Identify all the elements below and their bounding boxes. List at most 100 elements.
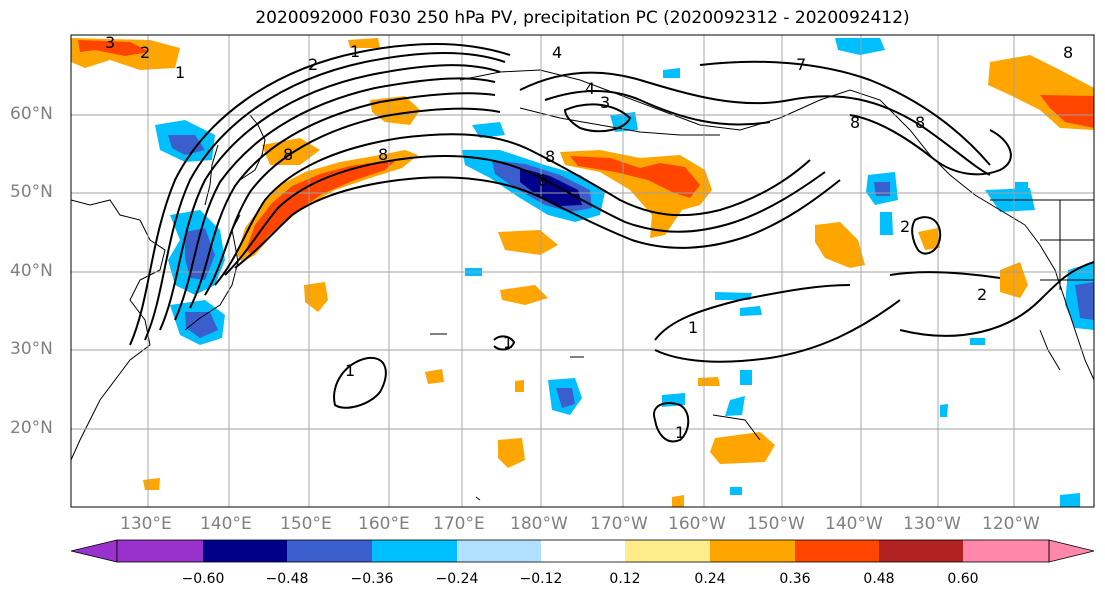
islands (430, 333, 761, 501)
colorbar-tick: 0.36 (779, 571, 811, 587)
map-frame (70, 34, 1095, 508)
pv-contour (129, 43, 511, 346)
precip-negative-small (1060, 493, 1080, 507)
chart-title: 2020092000 F030 250 hPa PV, precipitatio… (255, 8, 910, 28)
map-plot-area (71, 35, 1094, 507)
pv-contour (224, 155, 826, 276)
lon-label: 120°W (982, 514, 1040, 534)
pv-contours (129, 43, 1094, 443)
precip-positive-small (500, 285, 548, 305)
contour-label: 1 (345, 361, 355, 380)
precip-positive-ne-core (1040, 95, 1094, 128)
positive-precip-shading (71, 38, 1094, 507)
colorbar-bin (203, 540, 287, 562)
colorbar-tick: −0.12 (519, 571, 563, 587)
colorbar-extend-min (70, 539, 118, 563)
colorbar-frame (116, 539, 1050, 563)
lat-label: 60°N (10, 104, 53, 124)
pv-contour (333, 356, 387, 409)
coastline-aleutians (519, 107, 720, 136)
pv-contour (654, 299, 901, 363)
contour-label: 3 (600, 93, 610, 112)
contour-label: 8 (378, 145, 388, 164)
lon-label: 160°W (668, 514, 726, 534)
contour-label: 8 (1063, 43, 1073, 62)
colorbar-tick: −0.48 (265, 571, 309, 587)
precip-positive-small (918, 228, 940, 250)
contour-label: 4 (585, 79, 595, 98)
colorbar (70, 539, 1095, 563)
precip-positive-small (672, 495, 684, 507)
island (475, 496, 481, 501)
colorbar-tick: −0.60 (181, 571, 225, 587)
colorbar-tick: −0.36 (350, 571, 394, 587)
lon-label: 150°W (747, 514, 805, 534)
pv-contour (174, 77, 496, 321)
precip-positive-small (698, 377, 720, 386)
colorbar-tick: −0.24 (435, 571, 479, 587)
precip-negative-small-core (556, 388, 575, 408)
pv-contour (189, 92, 496, 309)
lon-label: 170°E (433, 514, 485, 534)
coastline-north-america (1024, 224, 1094, 381)
colorbar-bin (963, 540, 1049, 562)
precip-positive-small (515, 380, 524, 392)
lon-label: 170°W (590, 514, 648, 534)
colorbar-bin (372, 540, 457, 562)
lat-label: 40°N (10, 261, 53, 281)
precip-negative-nw-core (168, 135, 205, 155)
pv-contour (204, 107, 501, 296)
pv-contour (654, 284, 851, 341)
precip-negative-small (610, 112, 638, 132)
contour-label: 1 (503, 333, 513, 352)
contour-label: 8 (915, 113, 925, 132)
precip-negative-small (730, 487, 742, 495)
graticule (71, 35, 1094, 507)
contour-label: 8 (545, 147, 555, 166)
precip-positive-nw-core (78, 40, 150, 56)
pv-contour (493, 335, 516, 351)
colorbar-tick: 0.48 (863, 571, 895, 587)
negative-precip-shading (155, 38, 1094, 507)
lon-label: 130°W (903, 514, 961, 534)
precip-positive-small (815, 222, 865, 268)
contour-label: 1 (675, 423, 685, 442)
colorbar-bin (879, 540, 963, 562)
pv-contour (563, 103, 632, 133)
contour-label: 7 (796, 55, 806, 74)
colorbar-tick: 0.12 (609, 571, 641, 587)
pv-contour (544, 90, 771, 126)
colorbar-extend-max (1048, 539, 1095, 563)
precip-positive-small (143, 478, 160, 490)
lat-label: 30°N (10, 339, 53, 359)
pv-contour (159, 64, 501, 331)
pv-contour (889, 271, 1001, 279)
colorbar-tick: 0.24 (694, 571, 726, 587)
pv-contour (899, 261, 1094, 337)
precip-negative-small (880, 212, 893, 235)
precip-positive-small (425, 369, 444, 384)
precip-negative-small (940, 404, 948, 417)
lon-label: 140°E (200, 514, 252, 534)
pv-contour (519, 71, 991, 176)
colorbar-bin (117, 540, 203, 562)
pv-contour (699, 60, 991, 166)
coastline-alaska (459, 69, 1026, 226)
coastline-asia (71, 199, 166, 461)
contour-label: 2 (900, 217, 910, 236)
pv-contour (214, 133, 811, 286)
contour-label: 2 (308, 55, 318, 74)
lon-label: 160°E (358, 514, 410, 534)
lon-label: 180°W (510, 514, 568, 534)
precip-negative-small (472, 122, 505, 138)
precip-negative-small (970, 338, 985, 345)
colorbar-bin (457, 540, 541, 562)
lat-label: 50°N (10, 182, 53, 202)
precip-negative-small (1015, 182, 1028, 192)
coastline-japan (184, 214, 241, 331)
contour-label: 1 (175, 63, 185, 82)
precip-positive-small (498, 438, 525, 468)
contour-label: 3 (105, 33, 115, 52)
precip-negative-small-core (874, 182, 890, 196)
